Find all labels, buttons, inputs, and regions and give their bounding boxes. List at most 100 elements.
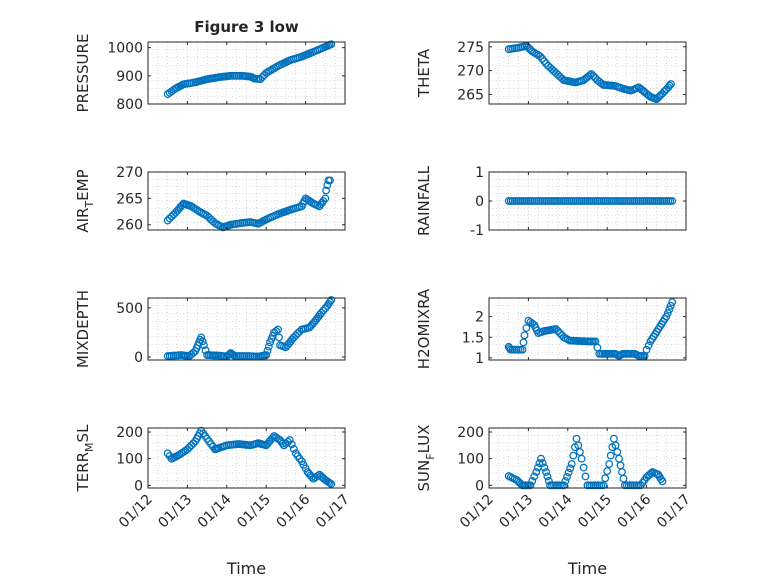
y-label-part: TERR	[74, 452, 92, 493]
y-tick-label: 200	[457, 425, 484, 441]
data-point	[552, 325, 560, 333]
data-point	[325, 479, 334, 487]
data-point	[647, 469, 655, 478]
y-axis-label: H2OMIXRA	[415, 288, 433, 369]
subplot-h2omixra: 1 1.5 2 H2OMIXRA	[415, 288, 687, 369]
data-point	[324, 299, 333, 308]
x-axis-label: Time	[567, 559, 607, 578]
y-label-subscript: F	[424, 453, 437, 459]
y-tick-label: 265	[457, 87, 484, 103]
y-axis-label: PRESSURE	[74, 34, 92, 113]
x-tick-label: 01/12	[457, 492, 497, 532]
data-point	[293, 329, 302, 338]
data-point	[564, 468, 573, 477]
y-label-part: EMP	[74, 169, 92, 200]
data-point	[662, 312, 671, 321]
data-point	[569, 451, 578, 460]
y-label-part: LUX	[415, 425, 433, 454]
data-point	[536, 52, 545, 61]
data-point	[268, 433, 277, 442]
data-point	[327, 480, 336, 488]
x-tick-label: 01/17	[313, 492, 353, 532]
axes-frame	[147, 171, 346, 231]
data-point	[520, 331, 529, 340]
data-point	[566, 464, 575, 473]
axes-frame	[488, 427, 687, 489]
data-point	[561, 477, 570, 486]
y-label-part: SUN	[415, 460, 433, 492]
series-markers	[163, 40, 336, 99]
data-point	[599, 481, 608, 490]
data-point	[603, 467, 612, 476]
y-tick-label: 100	[457, 452, 484, 468]
x-tick-label: 01/16	[615, 491, 655, 531]
data-point	[538, 459, 547, 468]
data-point	[522, 324, 531, 332]
y-tick-label: 1.5	[462, 330, 484, 346]
data-point	[606, 451, 615, 460]
data-point	[285, 436, 294, 444]
axes-frame	[488, 41, 687, 105]
data-point	[187, 202, 196, 211]
series-markers	[163, 426, 336, 488]
data-point	[555, 329, 564, 338]
x-tick-label: 01/13	[155, 492, 195, 532]
y-tick-label: 0	[475, 478, 484, 494]
data-point	[283, 437, 292, 446]
data-point	[530, 472, 539, 481]
series-markers	[163, 296, 336, 361]
axes-frame	[488, 171, 687, 231]
y-tick-label: 2	[475, 310, 484, 326]
data-point	[258, 73, 267, 82]
subplot-theta: 265 270 275 THETA	[415, 40, 687, 105]
data-point	[668, 298, 677, 307]
y-axis-label: MIXDEPTH	[74, 290, 92, 368]
data-point	[177, 449, 186, 458]
y-label-part: SL	[74, 424, 92, 443]
data-point	[191, 204, 200, 213]
y-axis-label: RAINFALL	[415, 165, 433, 236]
data-point	[193, 206, 202, 215]
data-point	[321, 194, 330, 203]
data-point	[540, 463, 549, 472]
data-point	[519, 338, 528, 347]
axes-frame	[147, 427, 346, 489]
y-tick-label: 275	[457, 40, 484, 56]
subplot-sunflux: 0 100 200 01/12 01/13 01/14 01/15 01/16 01/17 SUN…	[415, 425, 694, 578]
y-axis-label: AIRTEMP	[74, 169, 96, 232]
data-point	[275, 333, 283, 342]
data-point	[567, 460, 576, 468]
data-point	[198, 337, 207, 346]
data-point	[559, 481, 568, 490]
x-tick-label: 01/13	[496, 492, 536, 532]
data-point	[197, 333, 206, 342]
data-point	[538, 54, 547, 63]
data-point	[189, 203, 198, 212]
data-point	[319, 306, 328, 315]
data-point	[325, 297, 334, 306]
data-point	[663, 309, 672, 317]
data-point	[605, 460, 614, 468]
subplot-mixdepth: 0 500 MIXDEPTH	[74, 290, 346, 368]
data-point	[668, 197, 677, 205]
data-point	[658, 477, 667, 486]
data-point	[256, 75, 265, 84]
data-point	[187, 441, 196, 450]
data-point	[642, 345, 651, 354]
data-point	[183, 445, 192, 454]
data-point	[322, 186, 331, 195]
data-point	[666, 301, 675, 310]
data-point	[272, 327, 281, 335]
x-tick-label: 01/17	[654, 492, 694, 532]
data-point	[326, 176, 334, 185]
data-point	[323, 301, 332, 310]
data-point	[289, 333, 298, 342]
y-tick-label: 1	[475, 165, 484, 181]
subplot-terrmsl: 0 100 200 01/12 01/13 01/14 01/15 01/16 01/17 TER…	[74, 424, 353, 578]
y-tick-label: 1000	[107, 41, 143, 57]
subplot-pressure: 800 900 1000 PRESSURE Figure 3 low	[74, 18, 346, 113]
y-axis-label: TERRMSL	[74, 424, 96, 493]
y-tick-label: 0	[134, 350, 143, 366]
data-point	[543, 472, 552, 481]
